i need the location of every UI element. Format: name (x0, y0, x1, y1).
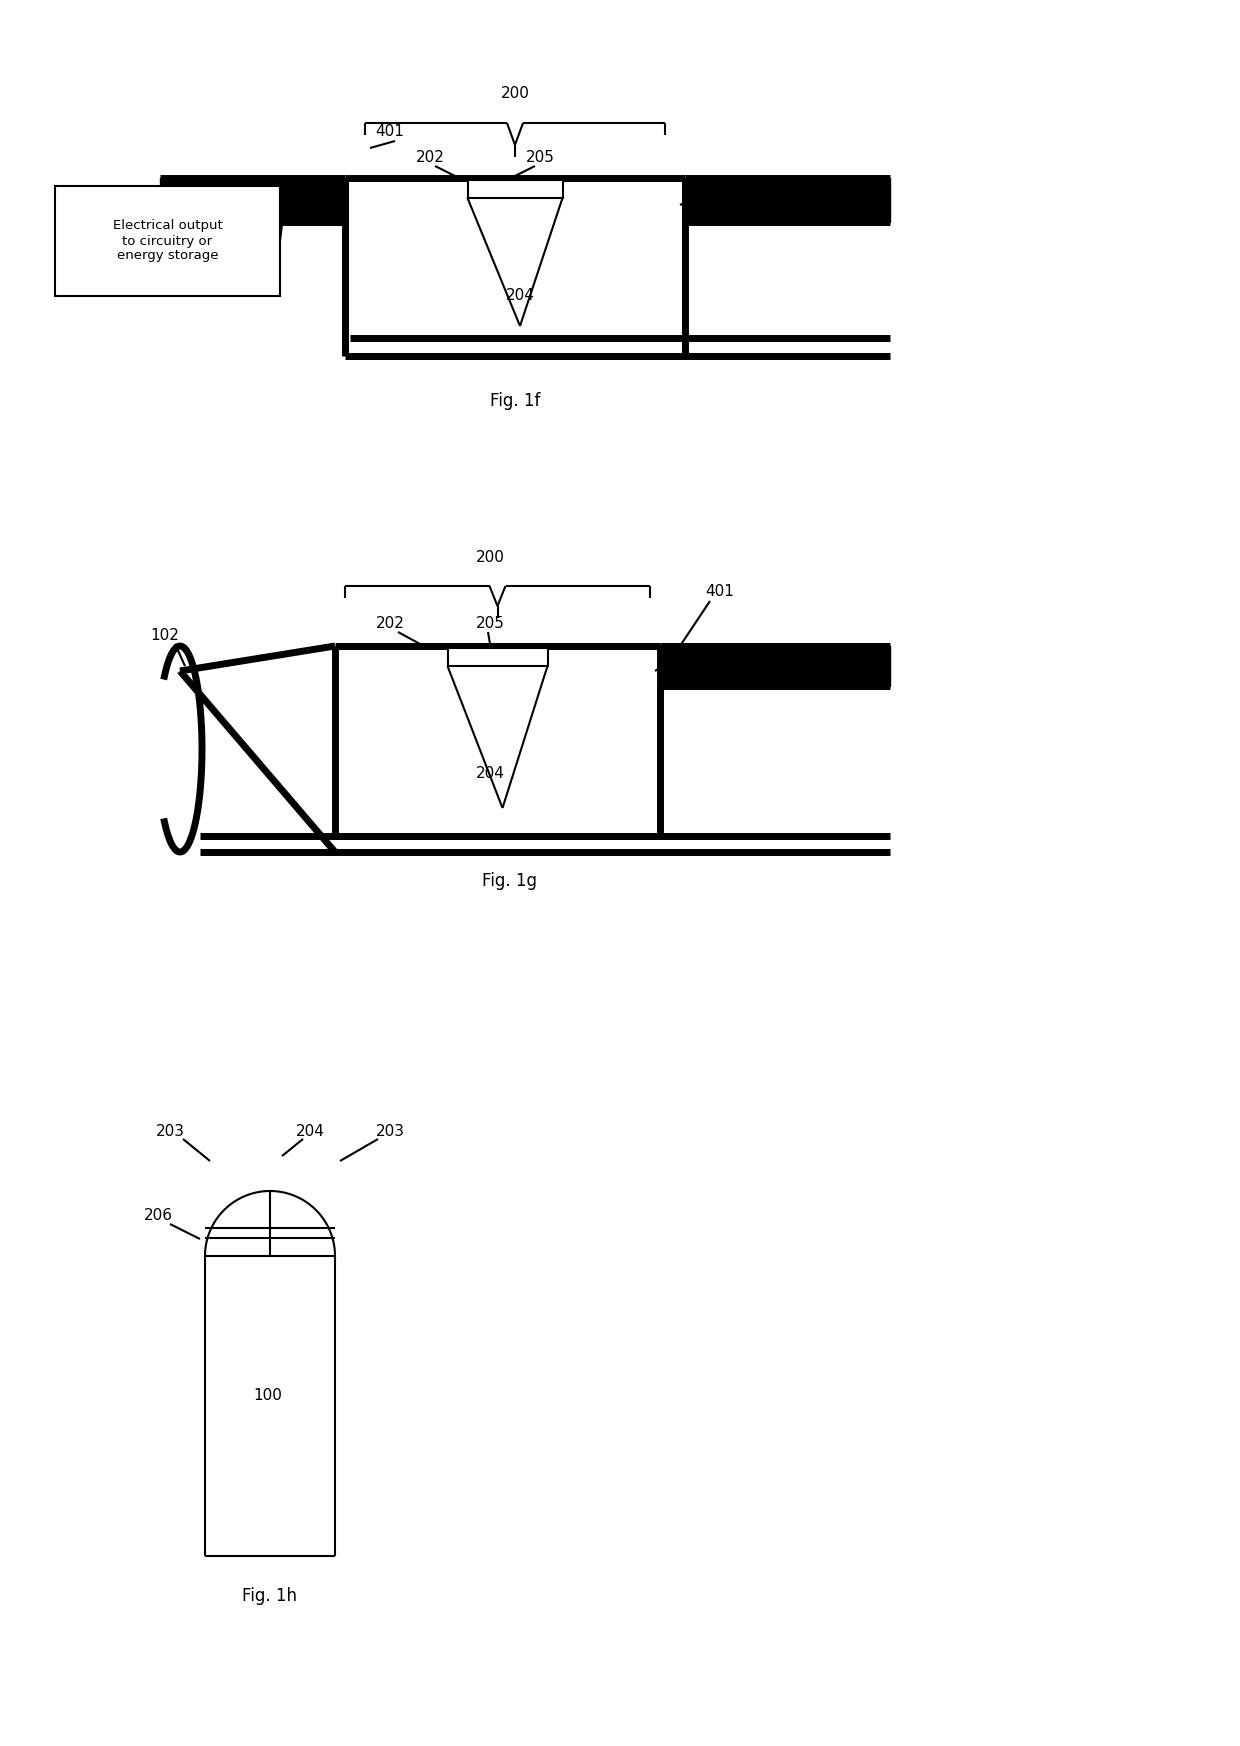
Text: 401: 401 (706, 583, 734, 599)
Text: 102: 102 (150, 629, 180, 644)
Text: Electrical output
to circuitry or
energy storage: Electrical output to circuitry or energy… (113, 220, 222, 262)
Text: 204: 204 (476, 765, 505, 780)
Text: 205: 205 (526, 150, 554, 166)
Text: 202: 202 (376, 616, 404, 632)
Text: 204: 204 (295, 1123, 325, 1138)
Bar (55, 187, 280, 297)
Text: 203: 203 (376, 1123, 404, 1138)
Text: Fig. 1f: Fig. 1f (490, 393, 541, 410)
Text: Fig. 1g: Fig. 1g (482, 871, 537, 890)
Text: 100: 100 (305, 185, 335, 199)
Text: 206: 206 (144, 1208, 172, 1224)
Bar (467, 180, 563, 197)
Text: 400: 400 (706, 653, 734, 669)
Text: 100: 100 (253, 1388, 283, 1404)
Text: 401: 401 (376, 124, 404, 138)
Text: 200: 200 (476, 550, 505, 566)
Text: 200: 200 (501, 86, 529, 101)
Bar (448, 648, 548, 665)
Text: Fig. 1h: Fig. 1h (243, 1587, 298, 1605)
Text: 100: 100 (666, 653, 694, 669)
Text: 202: 202 (415, 150, 444, 166)
Text: 205: 205 (476, 616, 505, 632)
Text: 400: 400 (720, 187, 749, 203)
Text: 204: 204 (506, 288, 534, 304)
Text: 203: 203 (155, 1123, 185, 1138)
